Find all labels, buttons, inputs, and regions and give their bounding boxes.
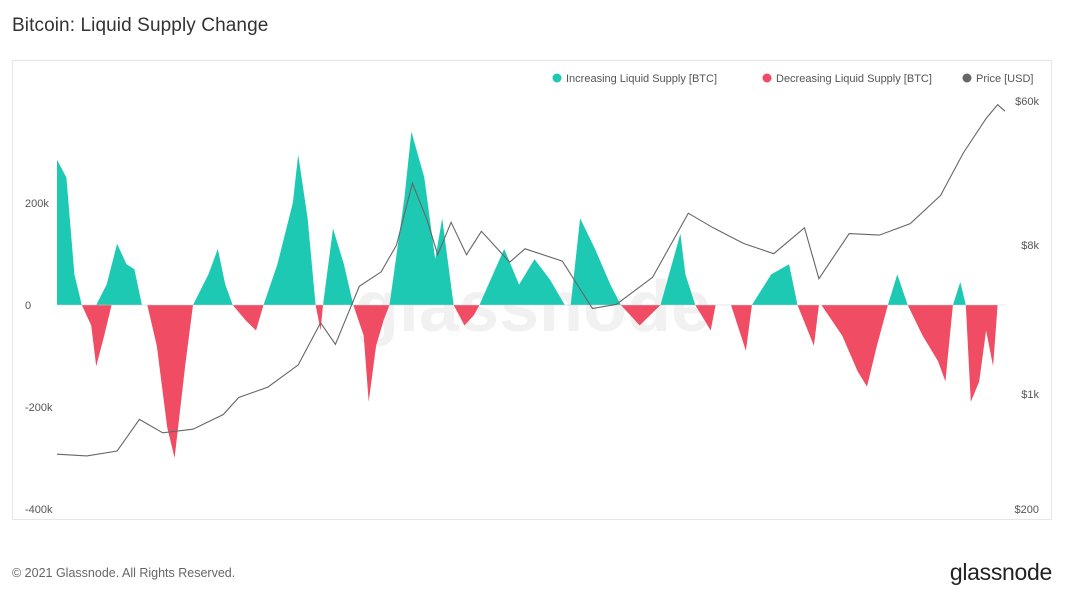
page-title: Bitcoin: Liquid Supply Change	[12, 15, 269, 36]
liquid-supply-chart: glassnode Increasing Liquid Supply [BTC]…	[25, 73, 1040, 516]
legend-label: Price [USD]	[976, 73, 1033, 85]
y-axis-right: $60k $8k $1k $200	[1015, 96, 1040, 516]
y-right-tick-label: $1k	[1021, 389, 1039, 401]
y-right-tick-label: $60k	[1015, 96, 1039, 108]
decreasing-supply-area	[81, 305, 998, 458]
y-left-tick-label: 0	[25, 300, 31, 312]
legend: Increasing Liquid Supply [BTC] Decreasing…	[552, 73, 1033, 85]
price-series	[56, 103, 1006, 457]
increasing-supply-area	[57, 131, 966, 305]
glassnode-logo[interactable]: glassnode	[949, 559, 1052, 585]
y-right-tick-label: $8k	[1021, 240, 1039, 252]
legend-swatch	[762, 73, 772, 83]
price-line	[56, 103, 1006, 457]
y-left-tick-label: -400k	[25, 504, 53, 516]
y-right-tick-label: $200	[1015, 504, 1039, 516]
legend-swatch	[962, 73, 972, 83]
y-left-tick-label: -200k	[25, 402, 53, 414]
supply-areas	[57, 131, 998, 458]
copyright-text: © 2021 Glassnode. All Rights Reserved.	[12, 566, 236, 580]
y-left-tick-label: 200k	[25, 198, 49, 210]
legend-label: Increasing Liquid Supply [BTC]	[566, 73, 717, 85]
legend-swatch	[552, 73, 562, 83]
y-axis-left: 200k 0 -200k -400k	[25, 198, 53, 516]
chart-frame: glassnode Increasing Liquid Supply [BTC]…	[12, 60, 1052, 520]
legend-label: Decreasing Liquid Supply [BTC]	[776, 73, 932, 85]
